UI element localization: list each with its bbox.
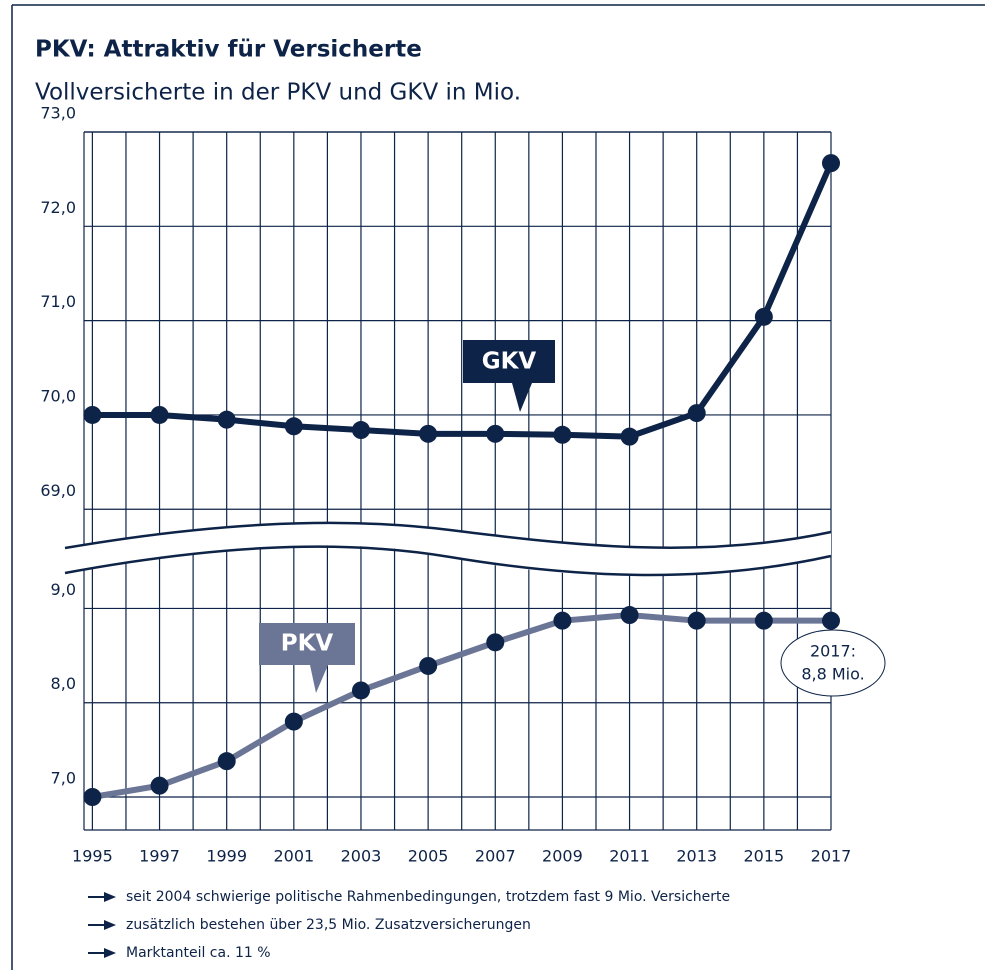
data-point — [351, 681, 370, 700]
note: seit 2004 schwierige politische Rahmenbe… — [126, 889, 730, 905]
y-tick-label: 8,0 — [51, 674, 76, 693]
x-tick-label: 2013 — [676, 847, 717, 866]
x-tick-label: 1997 — [139, 847, 180, 866]
data-point — [150, 776, 169, 795]
label-box — [259, 623, 355, 693]
break-line — [64, 521, 832, 550]
data-point — [687, 611, 706, 630]
data-point — [754, 611, 773, 630]
x-tick-label: 1999 — [206, 847, 247, 866]
data-point — [284, 712, 303, 731]
y-tick-label: 73,0 — [40, 104, 76, 123]
data-point — [620, 427, 639, 446]
data-point — [419, 656, 438, 675]
data-point — [217, 752, 236, 771]
data-point — [553, 611, 572, 630]
pkv-label: PKV — [259, 623, 355, 693]
y-tick-label: 70,0 — [40, 386, 76, 405]
notes: seit 2004 schwierige politische Rahmenbe… — [88, 889, 730, 961]
data-point — [822, 611, 840, 630]
data-point — [83, 788, 102, 806]
data-point — [687, 404, 706, 423]
x-tick-label: 2007 — [475, 847, 516, 866]
x-tick-label: 2003 — [341, 847, 382, 866]
annotation-ellipse — [780, 629, 886, 697]
marks — [83, 154, 840, 806]
x-tick-label: 2017 — [811, 847, 852, 866]
gkv-label: GKV — [463, 340, 555, 412]
data-point — [351, 421, 370, 440]
x-tick-label: 1995 — [72, 847, 113, 866]
data-point — [83, 405, 102, 424]
data-point — [822, 154, 840, 173]
x-tick-label: 2011 — [609, 847, 650, 866]
note: zusätzlich bestehen über 23,5 Mio. Zusat… — [126, 917, 531, 933]
x-tick-label: 2015 — [743, 847, 784, 866]
y-tick-label: 69,0 — [40, 481, 76, 500]
data-point — [620, 606, 639, 625]
x-tick-label: 2001 — [273, 847, 314, 866]
y-tick-label: 72,0 — [40, 198, 76, 217]
data-point — [754, 307, 773, 326]
chart-subtitle: Vollversicherte in der PKV und GKV in Mi… — [35, 80, 521, 106]
x-tick-label: 2009 — [542, 847, 583, 866]
data-point — [419, 424, 438, 443]
note-arrow-head — [104, 920, 116, 930]
data-point — [217, 410, 236, 429]
note-arrow-head — [104, 892, 116, 902]
y-tick-label: 7,0 — [51, 769, 76, 788]
series-label: GKV — [482, 349, 537, 375]
series-line — [92, 161, 834, 440]
y-tick-label: 9,0 — [51, 580, 76, 599]
axis-break — [65, 522, 831, 577]
label-box — [463, 340, 555, 412]
series-line — [91, 612, 831, 800]
data-point — [486, 633, 505, 652]
chart-title: PKV: Attraktiv für Versicherte — [35, 37, 422, 63]
data-point — [553, 425, 572, 444]
annotation: 8,8 Mio. — [801, 665, 864, 684]
data-point — [284, 417, 303, 436]
note-arrow-head — [104, 948, 116, 958]
x-tick-label: 2005 — [408, 847, 449, 866]
data-point — [150, 405, 169, 424]
series-label: PKV — [281, 631, 334, 657]
annotation: 2017: — [810, 642, 856, 661]
data-point — [486, 424, 505, 443]
break-line — [64, 545, 832, 577]
y-tick-label: 71,0 — [40, 292, 76, 311]
note: Marktanteil ca. 11 % — [126, 945, 271, 961]
grid: 69,0 70,0 71,0 72,0 73,0 7,0 8,0 9,0 1995 1997 199… — [40, 104, 851, 866]
